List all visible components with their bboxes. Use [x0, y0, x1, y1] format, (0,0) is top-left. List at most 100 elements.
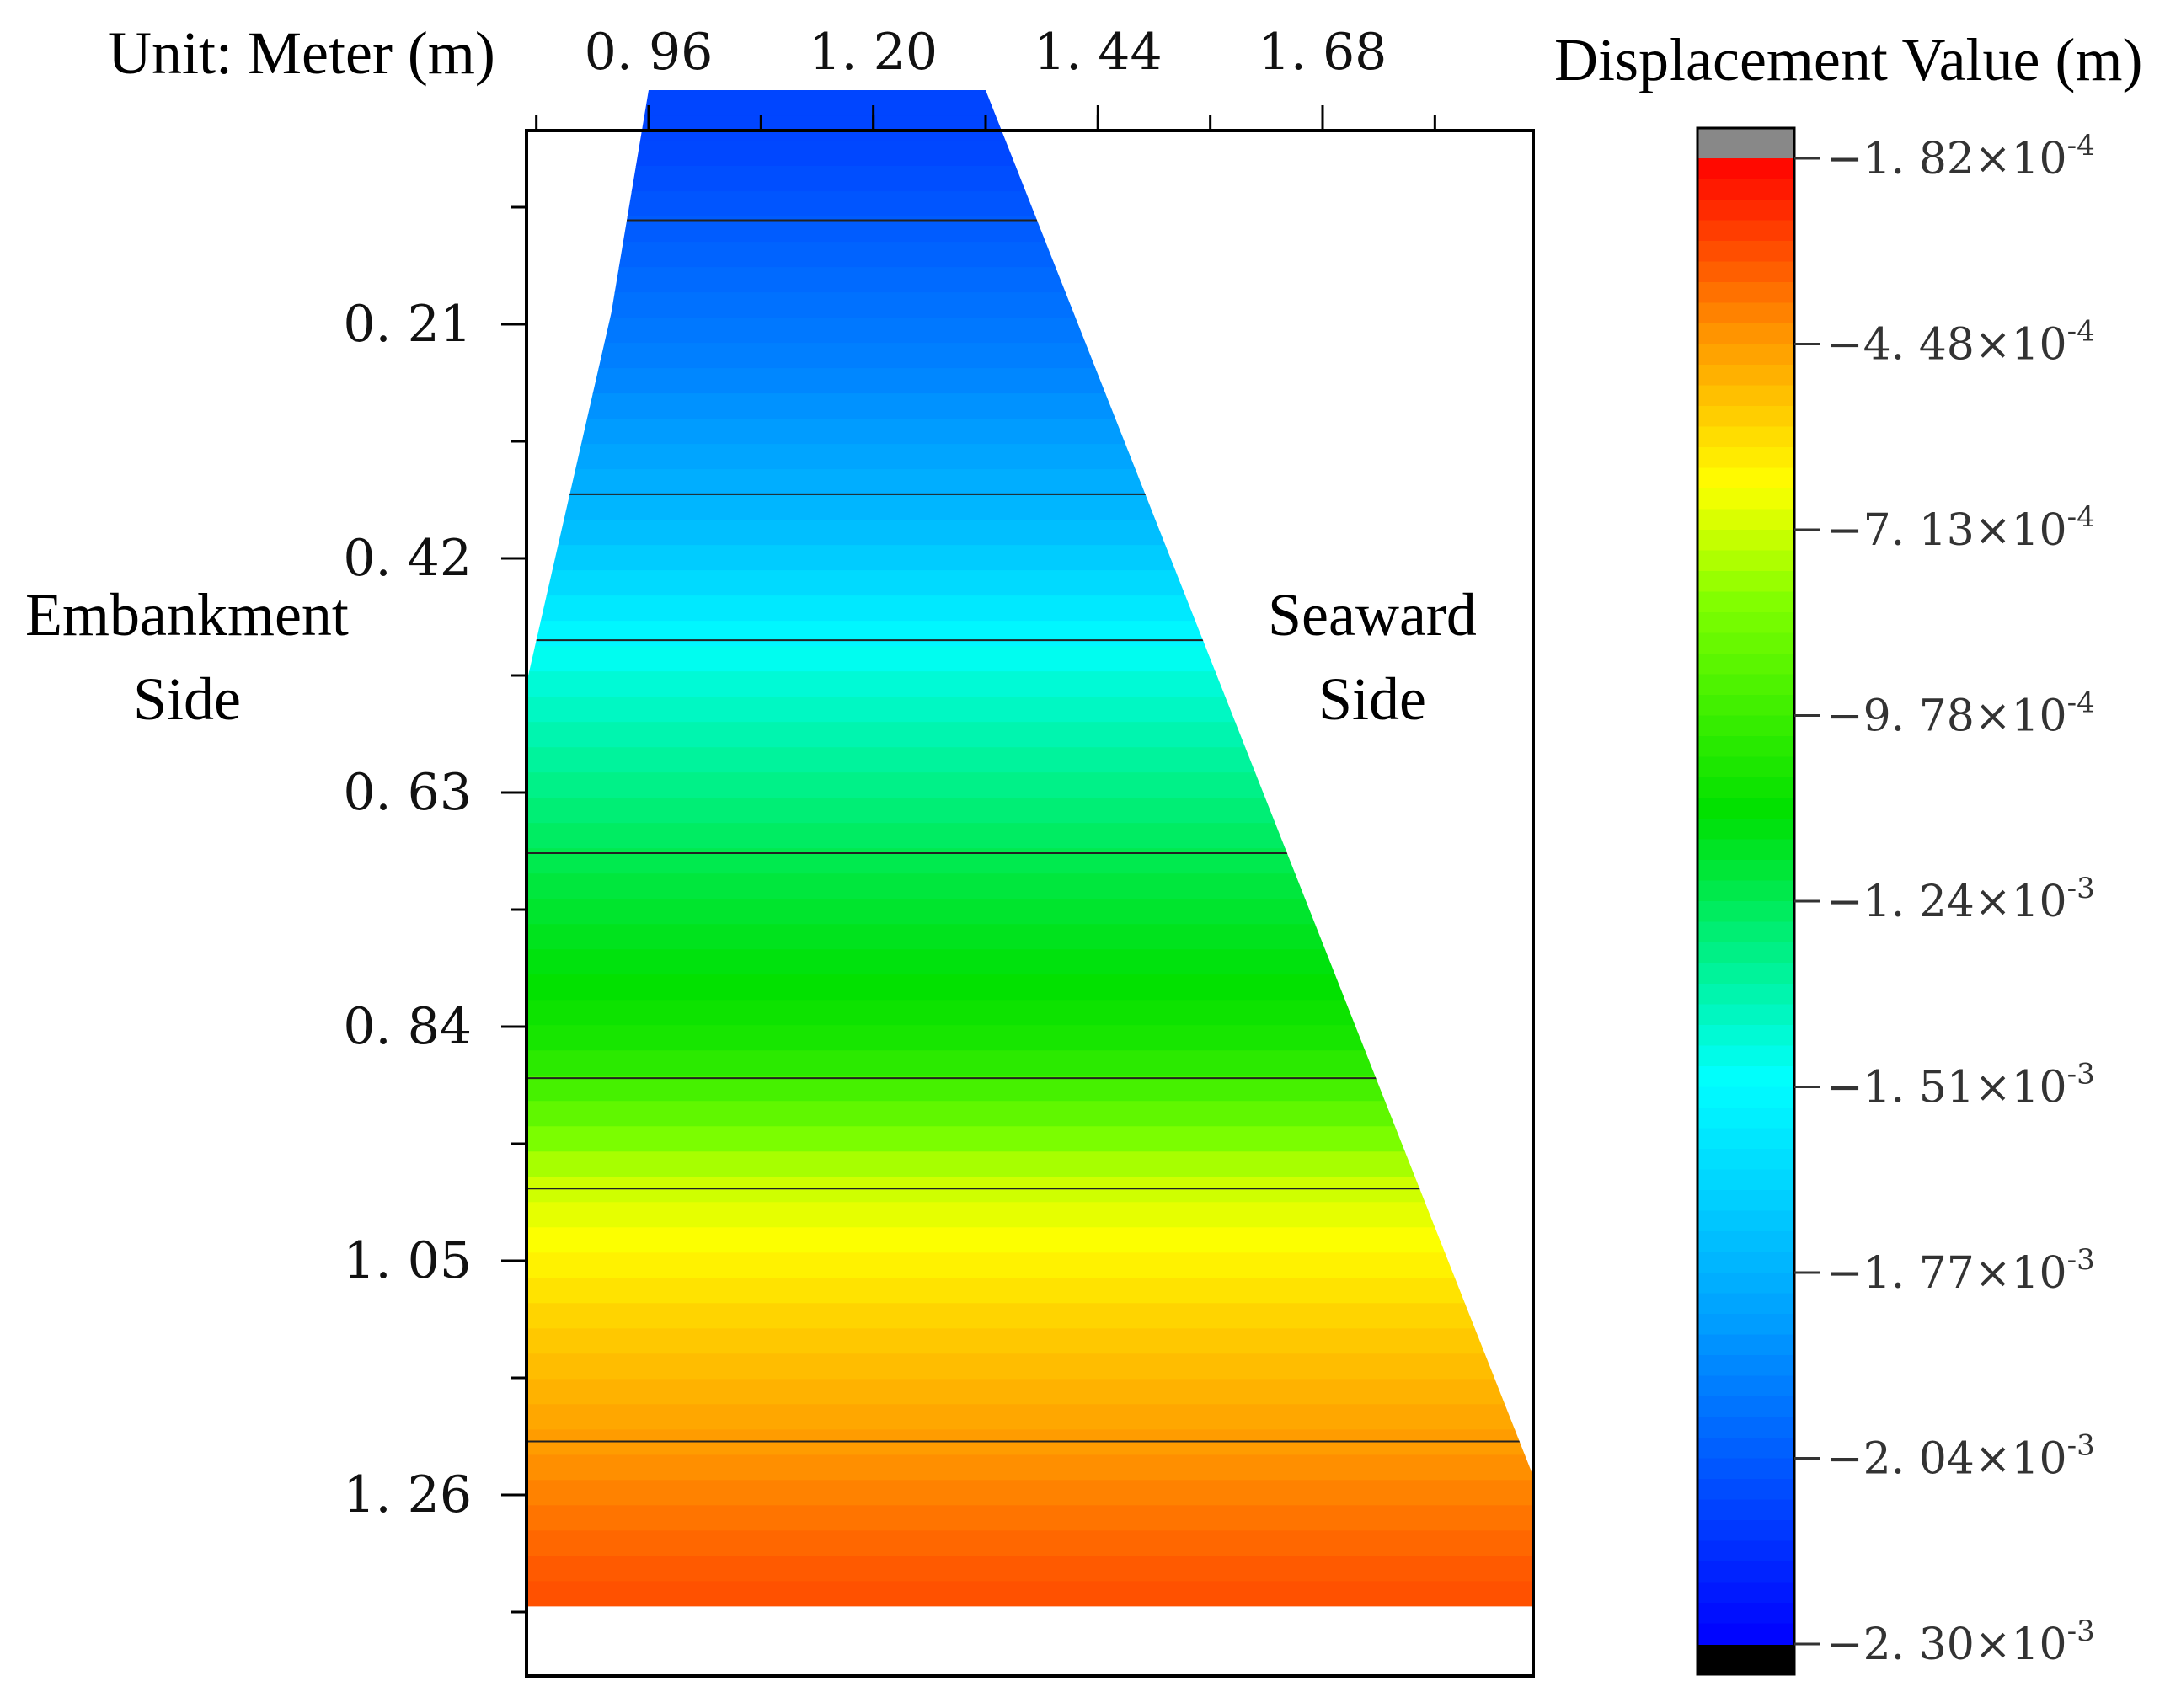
field-band	[527, 747, 1533, 774]
colorbar-over-cap	[1697, 128, 1794, 158]
field-band	[527, 1278, 1533, 1305]
seaward-side-line-2: Side	[1318, 665, 1426, 733]
field-band	[527, 1429, 1533, 1456]
field-band	[527, 292, 1533, 319]
field-band	[527, 191, 1533, 218]
colorbar-segment	[1697, 1273, 1794, 1294]
colorbar-segment	[1697, 530, 1794, 552]
field-band	[527, 697, 1533, 723]
field-band	[527, 90, 1533, 117]
colorbar-segment	[1697, 365, 1794, 387]
colorbar-segment	[1697, 1252, 1794, 1273]
field-band	[527, 1581, 1533, 1607]
colorbar-segment	[1697, 612, 1794, 634]
colorbar-tick-exponent: -3	[2067, 1243, 2095, 1277]
colorbar-segment	[1697, 344, 1794, 366]
colorbar-tick-exponent: -4	[2067, 315, 2095, 349]
colorbar-segment	[1697, 921, 1794, 943]
colorbar-segment	[1697, 1314, 1794, 1336]
colorbar-tick-exponent: -4	[2067, 686, 2095, 720]
colorbar-segment	[1697, 839, 1794, 861]
colorbar-segment	[1697, 860, 1794, 882]
field-band	[527, 949, 1533, 976]
field-band	[527, 1227, 1533, 1254]
colorbar-segment	[1697, 1108, 1794, 1129]
colorbar-segment	[1697, 509, 1794, 531]
field-band	[527, 318, 1533, 344]
field-band	[527, 1454, 1533, 1481]
colorbar-segment	[1697, 1149, 1794, 1171]
colorbar-segment	[1697, 323, 1794, 345]
field-band	[527, 722, 1533, 749]
seaward-side-label: Seaward Side	[1268, 573, 1477, 741]
colorbar-segment	[1697, 179, 1794, 200]
colorbar-segment	[1697, 1169, 1794, 1191]
colorbar-segment	[1697, 1231, 1794, 1253]
colorbar: −1. 82×10-4 −4. 48×10-4 −7. 13×10-4 −9. 78×…	[1696, 126, 2095, 1676]
colorbar-segment	[1697, 984, 1794, 1006]
field-band	[527, 1303, 1533, 1330]
colorbar-segment	[1697, 1417, 1794, 1438]
colorbar-segment	[1697, 550, 1794, 572]
colorbar-segment	[1697, 1045, 1794, 1067]
colorbar-segment	[1697, 901, 1794, 923]
field-band	[527, 1379, 1533, 1406]
embankment-side-label: Embankment Side	[25, 573, 349, 741]
colorbar-segment	[1697, 1520, 1794, 1542]
colorbar-tick-label: −1. 24×10-3	[1826, 872, 2095, 927]
colorbar-segment	[1697, 1603, 1794, 1625]
colorbar-segment	[1697, 1210, 1794, 1232]
colorbar-segment	[1697, 488, 1794, 510]
colorbar-tick-label: −7. 13×10-4	[1826, 500, 2095, 556]
field-band	[527, 924, 1533, 951]
field-band	[527, 242, 1533, 269]
colorbar-segment	[1697, 591, 1794, 613]
colorbar-segment	[1697, 1086, 1794, 1108]
colorbar-tick-exponent: -3	[2067, 1429, 2095, 1463]
field-band	[527, 1177, 1533, 1204]
field-band	[527, 823, 1533, 850]
colorbar-segment	[1697, 1128, 1794, 1150]
colorbar-segment	[1697, 200, 1794, 222]
colorbar-tick-label: −9. 78×10-4	[1826, 686, 2095, 742]
colorbar-tick-exponent: -4	[2067, 129, 2095, 163]
colorbar-segment	[1697, 1293, 1794, 1315]
field-band	[527, 166, 1533, 193]
colorbar-segment	[1697, 1190, 1794, 1212]
colorbar-segment	[1697, 467, 1794, 489]
seaward-side-line-1: Seaward	[1268, 581, 1477, 649]
colorbar-segment	[1697, 1375, 1794, 1397]
field-band	[527, 1404, 1533, 1431]
field-band	[527, 1530, 1533, 1557]
colorbar-segment	[1697, 1561, 1794, 1583]
colorbar-segment	[1697, 1334, 1794, 1356]
colorbar-segment	[1697, 385, 1794, 407]
colorbar-tick-exponent: -3	[2067, 1058, 2095, 1092]
colorbar-under-cap	[1697, 1644, 1794, 1674]
field-band	[527, 115, 1533, 142]
field-band	[527, 1126, 1533, 1153]
colorbar-tick-exponent: -3	[2067, 872, 2095, 905]
colorbar-segment	[1697, 1458, 1794, 1480]
field-band	[527, 1505, 1533, 1532]
colorbar-segment	[1697, 695, 1794, 717]
field-band	[527, 1252, 1533, 1279]
field-band	[527, 494, 1533, 521]
field-band	[527, 141, 1533, 168]
field-band	[527, 368, 1533, 395]
colorbar-segment	[1697, 654, 1794, 675]
colorbar-segment	[1697, 798, 1794, 819]
colorbar-tick-label: −4. 48×10-4	[1826, 315, 2095, 371]
field-band	[527, 1151, 1533, 1178]
colorbar-segment	[1697, 880, 1794, 902]
colorbar-tick-label: −2. 04×10-3	[1826, 1429, 2095, 1485]
colorbar-segment	[1697, 819, 1794, 841]
colorbar-segment	[1697, 406, 1794, 428]
colorbar-segment	[1697, 447, 1794, 469]
y-tick-label: 0. 84	[343, 997, 472, 1056]
field-band	[527, 621, 1533, 648]
colorbar-segment	[1697, 1582, 1794, 1604]
field-band	[527, 444, 1533, 471]
